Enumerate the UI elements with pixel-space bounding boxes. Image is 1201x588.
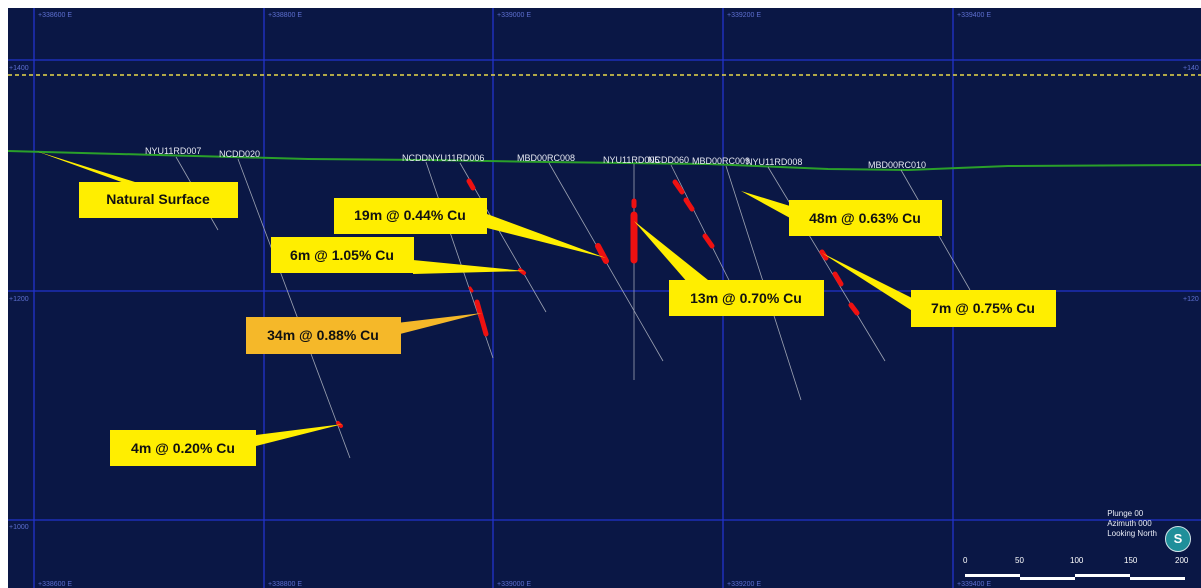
intercept-segment (474, 299, 489, 337)
easting-label: +338800 E (268, 581, 302, 588)
rl-label: +120 (1183, 296, 1199, 303)
callout-34m[interactable]: 34m @ 0.88% Cu (246, 317, 401, 354)
pointer-6m (413, 260, 525, 274)
easting-label: +339400 E (957, 581, 991, 588)
scale-segment (1075, 574, 1130, 577)
scale-bar-graphic (965, 574, 1185, 580)
scale-tick-label: 0 (963, 556, 968, 565)
intercept-segment (832, 271, 844, 287)
callout-box (334, 198, 487, 234)
easting-label: +339200 E (727, 12, 761, 19)
scale-segment (1020, 577, 1075, 580)
intercept-segment (518, 268, 526, 275)
callout-label: 7m @ 0.75% Cu (931, 300, 1035, 316)
pointer-7m (822, 253, 914, 312)
easting-label: +339400 E (957, 12, 991, 19)
view-orientation: Plunge 00 Azimuth 000 Looking North (1107, 509, 1157, 539)
callout-48m[interactable]: 48m @ 0.63% Cu (789, 200, 942, 236)
callout-6m[interactable]: 6m @ 1.05% Cu (271, 237, 414, 273)
rl-label: +1400 (9, 65, 29, 72)
easting-label: +338600 E (38, 12, 72, 19)
callout-box (789, 200, 942, 236)
looking-label: Looking North (1107, 529, 1157, 538)
hole-labels: NYU11RD007 NCDD020 NCDDNYU11RD006 MBD00R… (145, 146, 926, 170)
callout-pointers (36, 151, 914, 448)
callouts: Natural Surface 19m @ 0.44% Cu 6m @ 1.05… (79, 182, 1056, 466)
intercept-segment (683, 197, 695, 212)
hole-label-ncdd021-nyu11rd006: NCDDNYU11RD006 (402, 153, 484, 163)
callout-box (911, 290, 1056, 327)
intercept-segment (702, 233, 715, 249)
hole-label-ncdd020: NCDD020 (219, 149, 260, 159)
callout-box (669, 280, 824, 316)
rl-label: +1200 (9, 296, 29, 303)
pointer-19m (487, 214, 606, 258)
callout-label: 6m @ 1.05% Cu (290, 247, 394, 263)
callout-box (271, 237, 414, 273)
scale-segment (965, 574, 1020, 577)
pointer-natural-surface (36, 151, 154, 188)
plunge-label: Plunge 00 (1107, 509, 1144, 518)
callout-7m[interactable]: 7m @ 0.75% Cu (911, 290, 1056, 327)
intercepts (336, 178, 860, 428)
callout-label: 19m @ 0.44% Cu (354, 207, 466, 223)
callout-label: 4m @ 0.20% Cu (131, 440, 235, 456)
easting-label: +339000 E (497, 12, 531, 19)
callout-4m[interactable]: 4m @ 0.20% Cu (110, 430, 256, 466)
compass-letter: S (1173, 531, 1183, 546)
callout-box (79, 182, 238, 218)
hole-label-nyu11rd007: NYU11RD007 (145, 146, 201, 156)
intercept-segment (468, 286, 474, 293)
easting-label: +338800 E (268, 12, 302, 19)
intercept-segment (672, 179, 685, 195)
intercept-segment (819, 249, 829, 261)
grid-labels: +338600 E +338800 E +339000 E +339200 E … (9, 12, 1199, 588)
hole-label-mbd00rc010: MBD00RC010 (868, 160, 926, 170)
scale-tick-label: 100 (1070, 556, 1084, 565)
hole-label-ncdd060: NCDD060 (648, 155, 689, 165)
scale-segment (1130, 577, 1185, 580)
pointer-4m (248, 424, 343, 448)
scale-tick-label: 150 (1124, 556, 1138, 565)
pointer-48m (741, 191, 790, 218)
cross-section: +338600 E +338800 E +339000 E +339200 E … (8, 8, 1201, 588)
intercept-segment (466, 178, 476, 191)
callout-label: 34m @ 0.88% Cu (267, 327, 379, 343)
scale-bar: 0 50 100 150 200 (953, 556, 1193, 588)
hole-label-nyu11rd005: NYU11RD005 (603, 155, 659, 165)
callout-label: 48m @ 0.63% Cu (809, 210, 921, 226)
callout-19m[interactable]: 19m @ 0.44% Cu (334, 198, 487, 234)
pointer-34m (388, 313, 482, 334)
callout-label: Natural Surface (106, 191, 210, 207)
easting-label: +338600 E (38, 581, 72, 588)
drill-trace-nyu11rd008 (767, 166, 886, 362)
azimuth-label: Azimuth 000 (1107, 519, 1152, 528)
scale-tick-label: 50 (1015, 556, 1024, 565)
natural-surface-line (8, 150, 1201, 172)
intercept-segment (848, 302, 860, 316)
pointer-13m (634, 221, 708, 283)
callout-box (110, 430, 256, 466)
intercept-segment (595, 243, 609, 264)
section-viewport[interactable]: +338600 E +338800 E +339000 E +339200 E … (8, 8, 1201, 588)
callout-13m[interactable]: 13m @ 0.70% Cu (669, 280, 824, 316)
callout-box (246, 317, 401, 354)
rl-label: +1000 (9, 524, 29, 531)
callout-natural-surface[interactable]: Natural Surface (79, 182, 238, 218)
hole-label-nyu11rd008: NYU11RD008 (746, 157, 802, 167)
easting-label: +339200 E (727, 581, 761, 588)
easting-label: +339000 E (497, 581, 531, 588)
callout-label: 13m @ 0.70% Cu (690, 290, 802, 306)
drill-trace-ncdd020 (237, 158, 351, 459)
scale-tick-label: 200 (1175, 556, 1189, 565)
rl-label: +140 (1183, 65, 1199, 72)
hole-label-mbd00rc009: MBD00RC009 (692, 156, 750, 166)
hole-label-mbd00rc008: MBD00RC008 (517, 153, 575, 163)
compass-icon[interactable]: S (1165, 526, 1191, 552)
